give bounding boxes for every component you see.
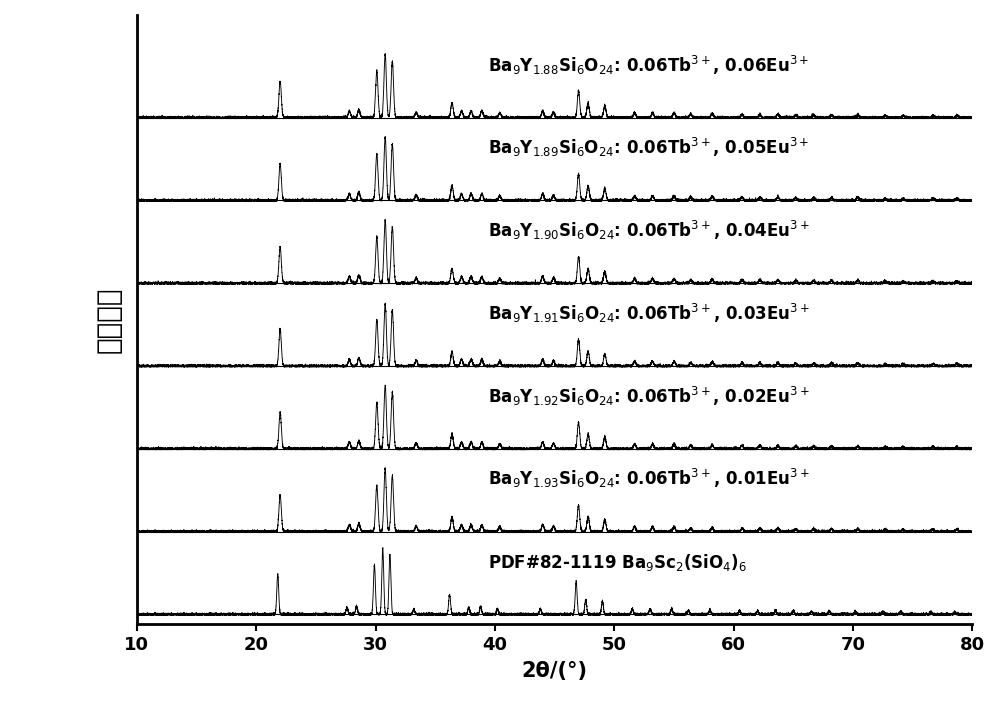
Text: PDF#82-1119 Ba$_9$Sc$_2$(SiO$_4$)$_6$: PDF#82-1119 Ba$_9$Sc$_2$(SiO$_4$)$_6$ bbox=[488, 552, 747, 573]
Text: Ba$_9$Y$_{1.93}$Si$_6$O$_{24}$: 0.06Tb$^{3+}$, 0.01Eu$^{3+}$: Ba$_9$Y$_{1.93}$Si$_6$O$_{24}$: 0.06Tb$^… bbox=[488, 468, 810, 491]
Y-axis label: 相对强度: 相对强度 bbox=[95, 286, 123, 353]
X-axis label: 2θ/(°): 2θ/(°) bbox=[522, 661, 588, 681]
Text: Ba$_9$Y$_{1.92}$Si$_6$O$_{24}$: 0.06Tb$^{3+}$, 0.02Eu$^{3+}$: Ba$_9$Y$_{1.92}$Si$_6$O$_{24}$: 0.06Tb$^… bbox=[488, 384, 809, 407]
Text: Ba$_9$Y$_{1.88}$Si$_6$O$_{24}$: 0.06Tb$^{3+}$, 0.06Eu$^{3+}$: Ba$_9$Y$_{1.88}$Si$_6$O$_{24}$: 0.06Tb$^… bbox=[488, 54, 809, 77]
Text: Ba$_9$Y$_{1.90}$Si$_6$O$_{24}$: 0.06Tb$^{3+}$, 0.04Eu$^{3+}$: Ba$_9$Y$_{1.90}$Si$_6$O$_{24}$: 0.06Tb$^… bbox=[488, 219, 810, 242]
Text: Ba$_9$Y$_{1.89}$Si$_6$O$_{24}$: 0.06Tb$^{3+}$, 0.05Eu$^{3+}$: Ba$_9$Y$_{1.89}$Si$_6$O$_{24}$: 0.06Tb$^… bbox=[488, 136, 809, 160]
Text: Ba$_9$Y$_{1.91}$Si$_6$O$_{24}$: 0.06Tb$^{3+}$, 0.03Eu$^{3+}$: Ba$_9$Y$_{1.91}$Si$_6$O$_{24}$: 0.06Tb$^… bbox=[488, 302, 810, 325]
